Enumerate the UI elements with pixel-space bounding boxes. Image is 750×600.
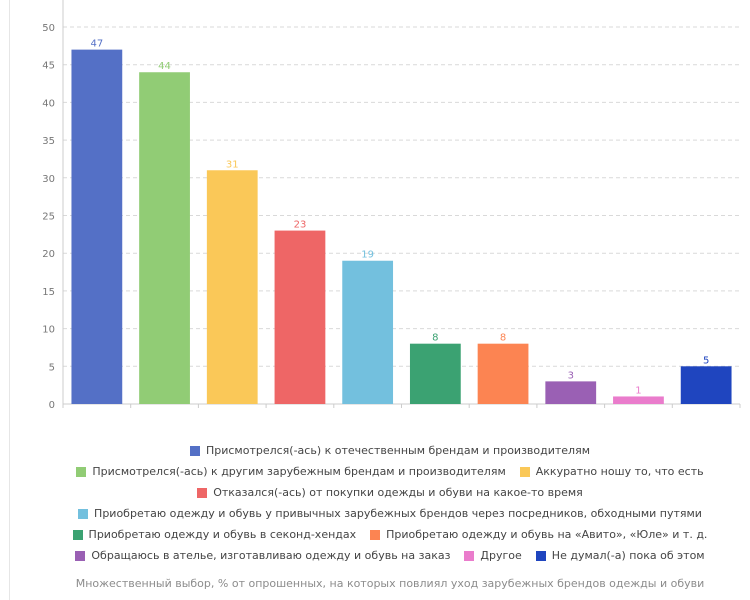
legend-swatch xyxy=(464,550,475,561)
data-label: 3 xyxy=(568,370,574,381)
legend-swatch xyxy=(76,466,87,477)
y-tick-label: 0 xyxy=(49,400,55,411)
bar xyxy=(613,396,664,404)
legend-label: Обращаюсь в ателье, изготавливаю одежду … xyxy=(91,549,451,562)
y-tick-label: 45 xyxy=(42,61,55,72)
y-tick-label: 5 xyxy=(49,362,55,373)
legend-item[interactable]: Приобретаю одежду и обувь на «Авито», «Ю… xyxy=(370,528,707,541)
legend-swatch xyxy=(72,529,83,540)
legend-row: Приобретаю одежду и обувь в секонд-хенда… xyxy=(40,524,740,545)
legend-swatch xyxy=(535,550,546,561)
legend-row: Приобретаю одежду и обувь у привычных за… xyxy=(40,503,740,524)
left-border-line xyxy=(9,0,10,600)
legend-item[interactable]: Присмотрелся(-ась) к другим зарубежным б… xyxy=(76,465,506,478)
legend-label: Другое xyxy=(480,549,522,562)
legend-label: Приобретаю одежду и обувь в секонд-хенда… xyxy=(88,528,357,541)
bar xyxy=(139,72,190,405)
legend-item[interactable]: Отказался(-ась) от покупки одежды и обув… xyxy=(197,486,583,499)
legend-item[interactable]: Приобретаю одежду и обувь у привычных за… xyxy=(78,507,702,520)
legend-label: Аккуратно ношу то, что есть xyxy=(535,465,704,478)
legend-item[interactable]: Аккуратно ношу то, что есть xyxy=(519,465,704,478)
legend-item[interactable]: Приобретаю одежду и обувь в секонд-хенда… xyxy=(72,528,357,541)
data-label: 8 xyxy=(432,333,438,344)
y-tick-label: 20 xyxy=(42,249,55,260)
data-label: 23 xyxy=(294,220,307,231)
legend-row: Отказался(-ась) от покупки одежды и обув… xyxy=(40,482,740,503)
legend-label: Присмотрелся(-ась) к отечественным бренд… xyxy=(205,444,591,457)
y-tick-label: 15 xyxy=(42,287,55,298)
legend-row: Присмотрелся(-ась) к отечественным бренд… xyxy=(40,440,740,461)
legend-swatch xyxy=(519,466,530,477)
legend-row: Обращаюсь в ателье, изготавливаю одежду … xyxy=(40,545,740,566)
legend-item[interactable]: Не думал(-а) пока об этом xyxy=(535,549,705,562)
legend-swatch xyxy=(197,487,208,498)
legend-label: Приобретаю одежду и обувь у привычных за… xyxy=(94,507,702,520)
y-tick-label: 10 xyxy=(42,325,55,336)
legend-item[interactable]: Присмотрелся(-ась) к отечественным бренд… xyxy=(189,444,591,457)
bar xyxy=(206,170,258,404)
data-label: 44 xyxy=(158,61,171,72)
bar xyxy=(274,230,326,404)
bar xyxy=(409,343,461,404)
y-tick-label: 30 xyxy=(42,174,55,185)
data-label: 5 xyxy=(703,355,709,366)
data-label: 47 xyxy=(90,39,103,50)
legend-label: Не думал(-а) пока об этом xyxy=(551,549,705,562)
legend-swatch xyxy=(75,550,86,561)
legend-row: Присмотрелся(-ась) к другим зарубежным б… xyxy=(40,461,740,482)
legend-swatch xyxy=(78,508,89,519)
bar xyxy=(71,49,123,405)
y-tick-label: 25 xyxy=(42,212,55,223)
bar xyxy=(342,260,394,404)
bar xyxy=(545,381,597,404)
bar xyxy=(477,343,529,404)
chart-legend: Присмотрелся(-ась) к отечественным бренд… xyxy=(40,440,740,566)
y-tick-label: 50 xyxy=(42,23,55,34)
y-tick-label: 40 xyxy=(42,98,55,109)
y-tick-label: 35 xyxy=(42,136,55,147)
data-label: 31 xyxy=(226,159,239,170)
legend-label: Приобретаю одежду и обувь на «Авито», «Ю… xyxy=(386,528,708,541)
legend-swatch xyxy=(370,529,381,540)
data-label: 19 xyxy=(361,250,374,261)
chart-footnote: Множественный выбор, % от опрошенных, на… xyxy=(75,577,705,590)
bar xyxy=(680,366,732,404)
legend-label: Присмотрелся(-ась) к другим зарубежным б… xyxy=(92,465,506,478)
legend-swatch xyxy=(189,445,200,456)
data-label: 8 xyxy=(500,333,506,344)
legend-label: Отказался(-ась) от покупки одежды и обув… xyxy=(213,486,583,499)
legend-item[interactable]: Обращаюсь в ателье, изготавливаю одежду … xyxy=(75,549,450,562)
data-label: 1 xyxy=(635,385,641,396)
legend-item[interactable]: Другое xyxy=(464,549,522,562)
